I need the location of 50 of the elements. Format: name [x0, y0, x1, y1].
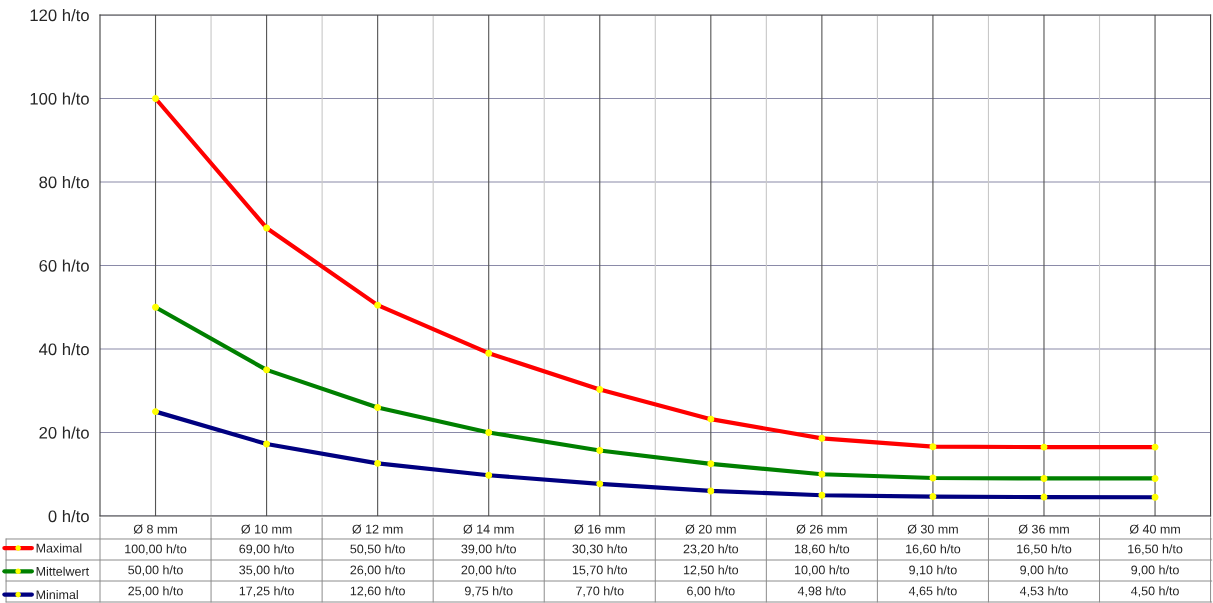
- x-tick-label: Ø 40 mm: [1129, 524, 1180, 534]
- y-tick-label: 0 h/to: [48, 509, 89, 523]
- x-tick-label: Ø 10 mm: [241, 524, 292, 534]
- x-tick-label: Ø 16 mm: [574, 524, 625, 534]
- data-label: 50,00 h/to: [128, 565, 183, 576]
- y-tick-label: 20 h/to: [39, 426, 89, 439]
- x-tick-label: Ø 12 mm: [352, 524, 403, 534]
- data-label: 16,50 h/to: [1128, 544, 1183, 555]
- data-label: 35,00 h/to: [239, 565, 294, 576]
- data-label: 23,20 h/to: [683, 544, 739, 555]
- data-label: 18,60 h/to: [795, 544, 850, 555]
- data-label: 4,53 h/to: [1019, 586, 1068, 597]
- y-tick-label: 120 h/to: [30, 8, 89, 22]
- data-label: 16,50 h/to: [1017, 544, 1072, 555]
- y-tick-label: 40 h/to: [39, 342, 89, 356]
- data-label: 20,00 h/to: [461, 565, 516, 576]
- x-tick-label: Ø 14 mm: [463, 524, 514, 534]
- data-label: 15,70 h/to: [572, 565, 628, 576]
- data-label: 69,00 h/to: [239, 544, 294, 555]
- data-label: 25,00 h/to: [128, 586, 183, 597]
- data-label: 30,30 h/to: [572, 544, 628, 555]
- y-tick-label: 60 h/to: [39, 259, 89, 272]
- data-label: 4,65 h/to: [908, 586, 957, 597]
- data-label: 17,25 h/to: [239, 586, 294, 597]
- data-label: 26,00 h/to: [350, 565, 405, 576]
- data-label: 4,50 h/to: [1131, 586, 1179, 597]
- x-tick-label: Ø 20 mm: [685, 524, 736, 534]
- data-label: 50,50 h/to: [350, 544, 405, 555]
- data-label: 9,75 h/to: [464, 586, 513, 597]
- data-label: 6,00 h/to: [687, 586, 735, 597]
- data-label: 10,00 h/to: [795, 565, 850, 576]
- data-label: 16,60 h/to: [906, 544, 961, 555]
- data-label: 9,10 h/to: [909, 565, 957, 576]
- x-tick-label: Ø 30 mm: [907, 524, 958, 534]
- legend-label: Maximal: [36, 543, 82, 553]
- x-tick-label: Ø 8 mm: [133, 524, 177, 534]
- x-tick-label: Ø 26 mm: [796, 524, 847, 534]
- legend-label: Minimal: [36, 589, 78, 600]
- y-tick-label: 80 h/to: [39, 175, 89, 189]
- y-tick-label: 100 h/to: [30, 92, 89, 105]
- data-label: 39,00 h/to: [461, 544, 516, 555]
- data-label: 7,70 h/to: [576, 586, 624, 597]
- data-label: 100,00 h/to: [125, 544, 187, 555]
- data-label: 4,98 h/to: [797, 586, 846, 597]
- data-label: 12,60 h/to: [350, 586, 405, 597]
- data-label: 9,00 h/to: [1020, 565, 1068, 576]
- data-label: 12,50 h/to: [683, 565, 739, 576]
- x-tick-label: Ø 36 mm: [1018, 524, 1069, 534]
- legend-label: Mittelwert: [36, 566, 90, 576]
- data-label: 9,00 h/to: [1131, 565, 1179, 576]
